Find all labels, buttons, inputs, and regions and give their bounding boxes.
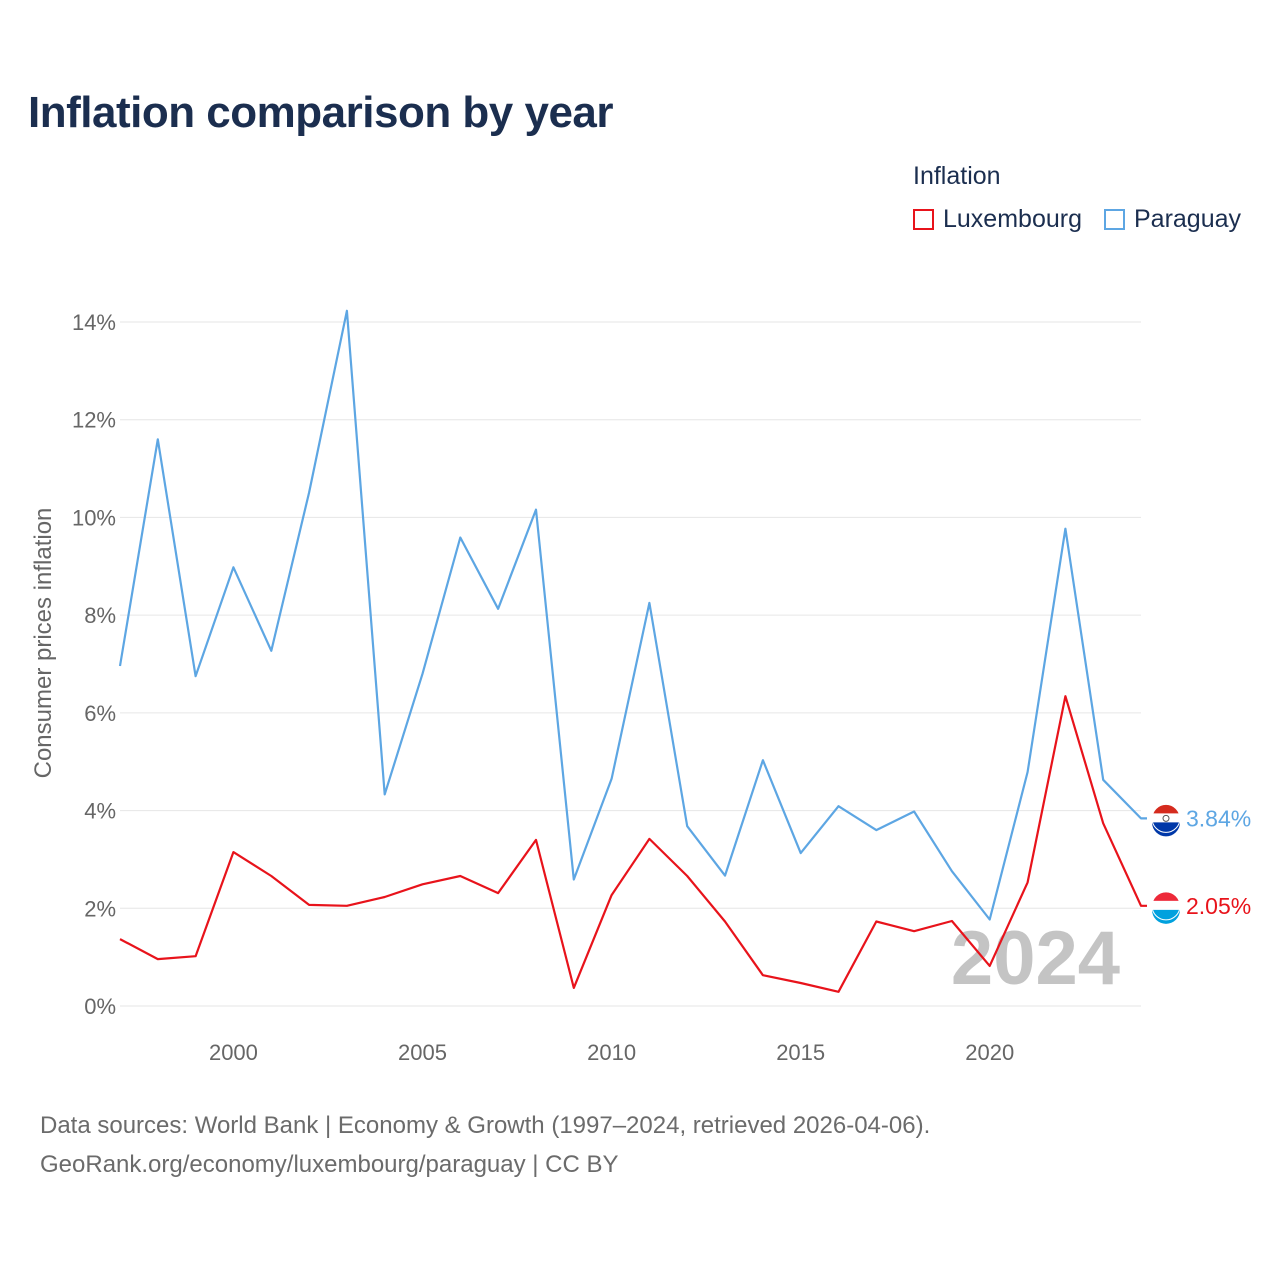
flag-stripe-middle	[1152, 813, 1180, 824]
legend-title: Inflation	[913, 162, 1001, 190]
footer: Data sources: World Bank | Economy & Gro…	[40, 1106, 930, 1184]
series-line-paraguay	[118, 309, 1147, 921]
flag-stripe-middle	[1152, 900, 1180, 911]
gridlines	[120, 321, 1141, 1007]
y-tick-label: 10%	[72, 505, 116, 530]
y-tick-label: 2%	[84, 896, 116, 921]
y-tick-label: 12%	[72, 408, 116, 433]
x-tick-label: 2000	[209, 1040, 258, 1065]
legend-swatch-luxembourg	[913, 209, 934, 230]
y-axis-ticks: 0% 2% 4% 6% 8% 10% 12% 14%	[72, 310, 116, 1019]
series-lines	[118, 309, 1147, 993]
legend-label-luxembourg: Luxembourg	[943, 205, 1082, 233]
x-tick-label: 2005	[398, 1040, 447, 1065]
y-tick-label: 8%	[84, 603, 116, 628]
end-value-label-luxembourg: 2.05%	[1186, 893, 1251, 919]
legend-swatch-paraguay	[1104, 209, 1125, 230]
flag-border	[1151, 891, 1181, 921]
flag-stripe-bottom	[1152, 909, 1181, 924]
x-tick-label: 2020	[965, 1040, 1014, 1065]
chart-title: Inflation comparison by year	[28, 88, 614, 137]
y-axis-label: Consumer prices inflation	[30, 508, 57, 779]
x-axis-ticks: 2000 2005 2010 2015 2020	[209, 1040, 1014, 1065]
y-tick-label: 0%	[84, 994, 116, 1019]
flag-emblem	[1162, 814, 1170, 822]
flag-luxembourg-icon	[1151, 891, 1181, 924]
source-text: Data sources: World Bank | Economy & Gro…	[40, 1112, 931, 1139]
flag-paraguay-icon	[1151, 803, 1181, 837]
attribution-link[interactable]: GeoRank.org/economy/luxembourg/paraguay …	[40, 1151, 619, 1178]
end-value-label-paraguay: 3.84%	[1186, 805, 1251, 831]
y-tick-label: 4%	[84, 799, 116, 824]
flag-stripe-bottom	[1152, 822, 1181, 837]
y-tick-label: 6%	[84, 701, 116, 726]
end-markers: 3.84% 2.05%	[1151, 803, 1251, 924]
x-tick-label: 2015	[776, 1040, 825, 1065]
series-line-luxembourg	[119, 695, 1147, 993]
x-tick-label: 2010	[587, 1040, 636, 1065]
legend-item-luxembourg[interactable]: Luxembourg	[913, 205, 1082, 234]
year-watermark: 2024	[951, 916, 1120, 1001]
y-tick-label: 14%	[72, 310, 116, 335]
legend-item-paraguay[interactable]: Paraguay	[1104, 205, 1241, 234]
legend-label-paraguay: Paraguay	[1134, 205, 1242, 233]
flag-border	[1151, 803, 1181, 833]
